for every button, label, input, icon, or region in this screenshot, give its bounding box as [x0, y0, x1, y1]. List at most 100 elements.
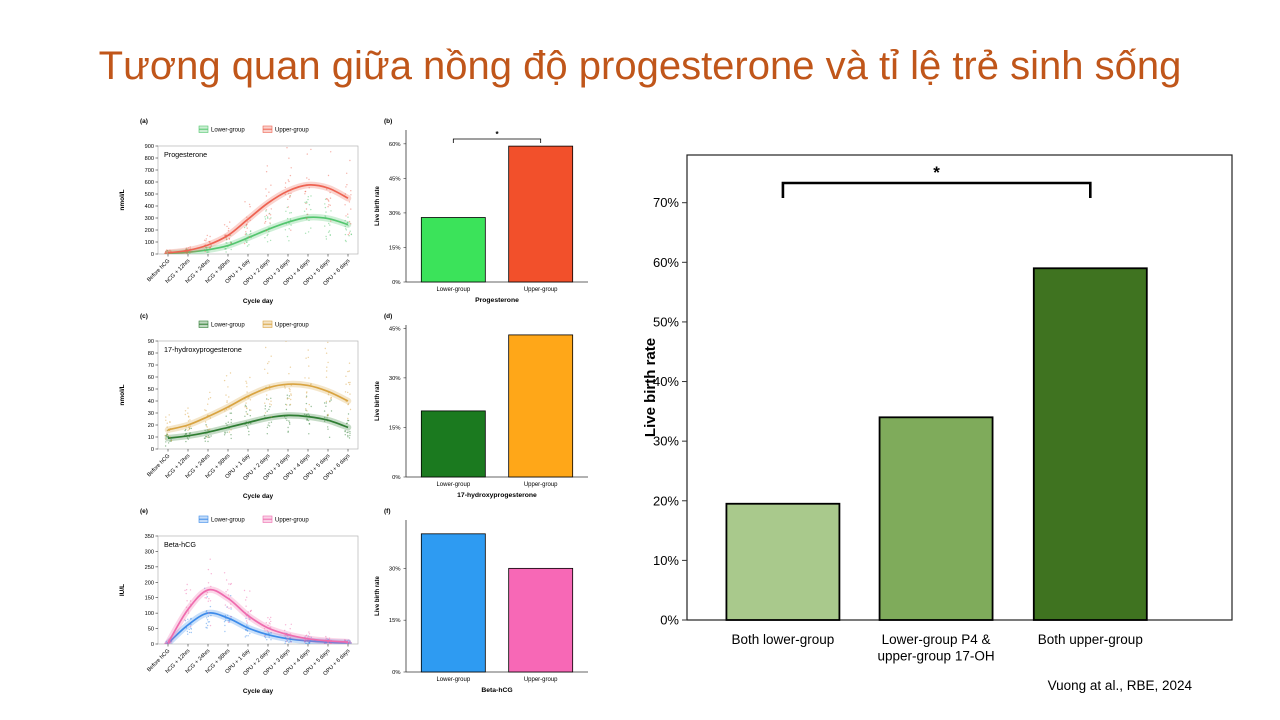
- y-tick-label: 60: [148, 375, 154, 381]
- y-tick-label: 10: [148, 435, 154, 441]
- legend-item: Upper-group: [262, 320, 309, 329]
- y-tick-label: 50: [148, 627, 154, 633]
- bar-Lower-group P4 & upper-group 17-OH: [878, 416, 994, 621]
- line-chart-svg: (c) Lower-group Upper-group 17-hydroxyproge…: [119, 313, 359, 500]
- y-tick-label: 20: [148, 423, 154, 429]
- chart-main-live-birth-rate: 0% 10% 20% 30% 40% 50% 60% 70% Both lower-group L…: [640, 138, 1240, 668]
- series-line-Lower-group: [167, 612, 349, 644]
- y-axis: 0% 15% 30% 45%: [389, 326, 406, 481]
- plot-panel: [157, 340, 359, 450]
- y-tick-label: 700: [145, 168, 154, 174]
- y-tick-label: 0%: [392, 670, 400, 676]
- y-tick-label: 400: [145, 204, 154, 210]
- chart-panel-e-betahcg-line: (e) Lower-group Upper-group Beta-hCG 0 50 100 1…: [112, 502, 364, 698]
- series-line-Upper-group: [167, 383, 349, 431]
- y-tick-label: 0: [151, 252, 154, 258]
- y-tick-label: 250: [145, 565, 154, 571]
- y-tick-label: 70%: [653, 195, 679, 210]
- series-line-Upper-group: [167, 184, 349, 254]
- x-category-label: Lower-group P4 & upper-group 17-OH: [878, 632, 995, 664]
- y-tick-label: 350: [145, 534, 154, 540]
- significance-bracket: [452, 138, 542, 143]
- y-tick-label: 50: [148, 387, 154, 393]
- slide-title: Tương quan giữa nồng độ progesterone và …: [98, 44, 1182, 88]
- chart-panel-c-17oh-line: (c) Lower-group Upper-group 17-hydroxyproge…: [112, 307, 364, 503]
- bars: [420, 145, 574, 283]
- significance-star: *: [933, 163, 940, 182]
- x-category-label: Upper-group: [524, 287, 558, 293]
- y-tick-label: 800: [145, 156, 154, 162]
- y-tick-label: 30%: [389, 566, 401, 572]
- chart-title: Progesterone: [164, 150, 207, 159]
- significance-star: *: [495, 130, 499, 139]
- x-category-label: Lower-group: [436, 482, 470, 488]
- y-tick-label: 40: [148, 399, 154, 405]
- legend-item: Lower-group: [198, 125, 245, 134]
- y-axis: 0% 15% 30% 45% 60%: [389, 142, 406, 286]
- series-line-Lower-group: [167, 414, 349, 440]
- chart-panel-d-17oh-bars: (d) 0% 15% 30% 45% Lower-group Upper-group 17-h…: [370, 307, 598, 503]
- panel-label: (e): [140, 508, 148, 515]
- x-axis-title: Cycle day: [243, 298, 274, 305]
- y-tick-label: 30%: [389, 376, 401, 382]
- chart-panel-a-progesterone-line: (a) Lower-group Upper-group Progesterone 0 10…: [112, 112, 364, 308]
- y-axis-title: IU/L: [119, 584, 126, 596]
- x-category-label: Upper-group: [524, 482, 558, 488]
- y-tick-label: 0%: [660, 613, 679, 628]
- bar-chart-svg: (f) 0% 15% 30% Lower-group Upper-group Beta-hC…: [375, 508, 588, 694]
- data-layer: [164, 341, 352, 447]
- plot-panel: [157, 535, 359, 645]
- bars: [725, 267, 1148, 621]
- x-category-label: Lower-group: [436, 287, 470, 293]
- y-tick-label: 60%: [653, 255, 679, 270]
- chart-panel-f-betahcg-bars: (f) 0% 15% 30% Lower-group Upper-group Beta-hC…: [370, 502, 598, 698]
- y-tick-label: 500: [145, 192, 154, 198]
- y-axis-title: Live birth rate: [375, 576, 381, 616]
- y-tick-label: 40%: [653, 374, 679, 389]
- y-tick-label: 15%: [389, 245, 401, 251]
- y-axis-title: nmol/L: [119, 189, 126, 210]
- y-axis-title: Live birth rate: [642, 338, 659, 437]
- x-axis-title: Beta-hCG: [481, 687, 512, 694]
- y-tick-label: 150: [145, 596, 154, 602]
- bar-chart-svg: (d) 0% 15% 30% 45% Lower-group Upper-group 17-h…: [375, 313, 588, 499]
- x-axis-title: Cycle day: [243, 493, 274, 500]
- x-category-label: Both upper-group: [1038, 632, 1143, 647]
- y-tick-label: 70: [148, 363, 154, 369]
- y-tick-label: 100: [145, 611, 154, 617]
- y-tick-label: 20%: [653, 493, 679, 508]
- data-layer: [164, 558, 352, 644]
- y-tick-label: 90: [148, 339, 154, 345]
- x-category-label: Lower-group: [436, 677, 470, 683]
- bar-Upper-group: [508, 334, 574, 478]
- y-tick-label: 200: [145, 580, 154, 586]
- panel-label: (c): [140, 313, 148, 320]
- panel-label: (a): [140, 118, 148, 125]
- chart-title: Beta-hCG: [164, 540, 196, 549]
- scatter-Upper-group: [164, 558, 352, 644]
- y-axis: 0% 15% 30%: [389, 566, 406, 676]
- bars: [420, 334, 574, 478]
- bar-chart-svg: 0% 10% 20% 30% 40% 50% 60% 70% Both lower-group L…: [642, 154, 1233, 664]
- significance-bracket: [781, 181, 1092, 198]
- y-tick-label: 50%: [653, 314, 679, 329]
- y-tick-label: 45%: [389, 326, 401, 332]
- y-tick-label: 30%: [389, 211, 401, 217]
- y-axis-title: Live birth rate: [375, 186, 381, 226]
- bar-Lower-group: [420, 533, 486, 673]
- y-tick-label: 80: [148, 351, 154, 357]
- legend-label: Lower-group: [211, 128, 245, 134]
- y-axis: 0 100 200 300 400 500 600 700 800 900: [145, 144, 158, 258]
- bar-Upper-group: [508, 567, 574, 673]
- citation-text: Vuong at al., RBE, 2024: [1047, 678, 1192, 693]
- y-tick-label: 0%: [392, 475, 400, 481]
- y-tick-label: 30: [148, 411, 154, 417]
- bar-Lower-group: [420, 217, 486, 283]
- line-chart-svg: (a) Lower-group Upper-group Progesterone 0 10…: [119, 118, 359, 305]
- line-chart-svg: (e) Lower-group Upper-group Beta-hCG 0 50 100 1…: [119, 508, 359, 695]
- y-tick-label: 15%: [389, 618, 401, 624]
- chart-panel-b-progesterone-bars: (b) 0% 15% 30% 45% 60% Lower-group Upper-group P…: [370, 112, 598, 308]
- legend-item: Lower-group: [198, 320, 245, 329]
